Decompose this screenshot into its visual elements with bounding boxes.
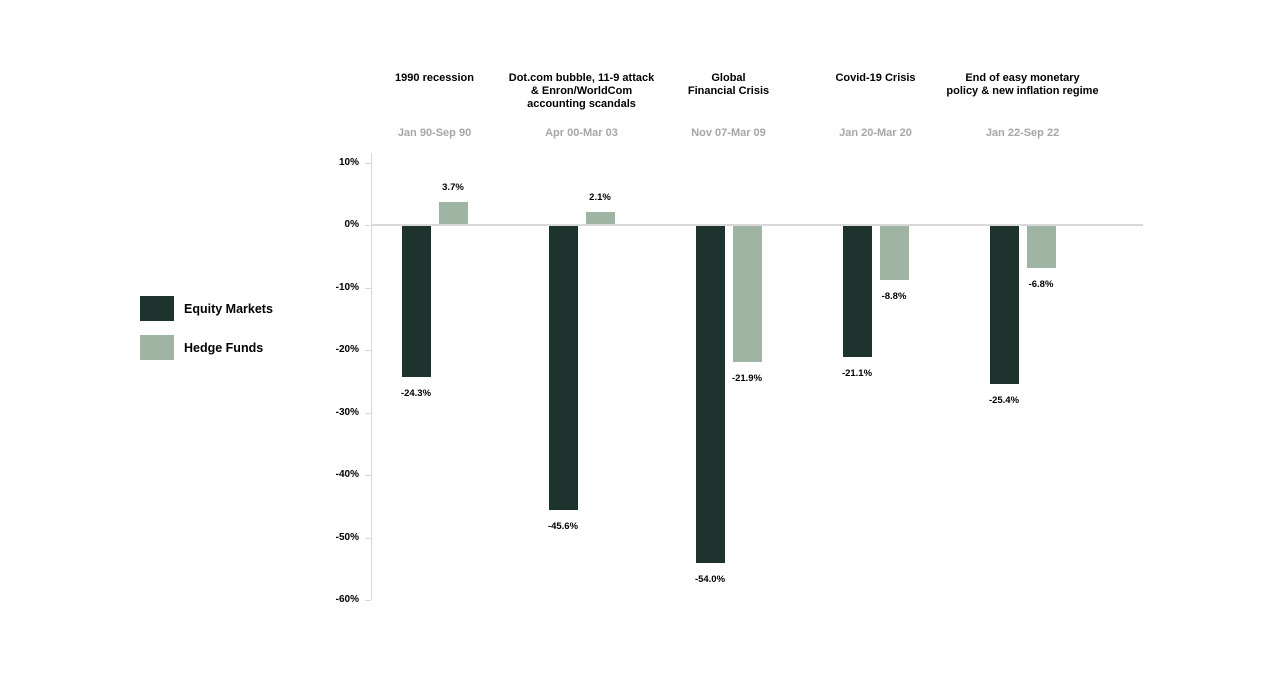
category-title-line: Global: [711, 72, 746, 84]
category-title-line: 1990 recession: [395, 72, 474, 84]
chart-legend: Equity Markets Hedge Funds: [140, 296, 273, 360]
bar-equity-markets: [989, 225, 1019, 384]
y-axis-tick-label: 0%: [344, 219, 359, 230]
legend-item-equity-markets: Equity Markets: [140, 296, 273, 321]
legend-label-hedge-funds: Hedge Funds: [184, 340, 264, 355]
bar-value-label: 2.1%: [589, 191, 611, 203]
category-period: Nov 07-Mar 09: [691, 127, 766, 139]
category-title-line: End of easy monetary: [965, 72, 1080, 84]
bar-value-label: -54.0%: [694, 573, 726, 585]
hedge-funds-swatch: [140, 335, 174, 360]
bar-equity-markets: [695, 225, 725, 563]
legend-item-hedge-funds: Hedge Funds: [140, 335, 273, 360]
zero-baseline: [371, 224, 1143, 226]
category-period: Jan 90-Sep 90: [397, 127, 472, 139]
bar-hedge-funds: [1026, 225, 1056, 268]
y-axis-line: [371, 153, 372, 600]
y-axis-tick: [365, 600, 371, 601]
category-title-line: Financial Crisis: [687, 85, 770, 97]
category-period: Apr 00-Mar 03: [545, 127, 618, 139]
legend-label-equity-markets: Equity Markets: [184, 301, 273, 316]
y-axis-tick-label: -60%: [335, 594, 359, 605]
category-title: Global Financial Crisis: [637, 72, 821, 98]
y-axis-tick-label: -50%: [335, 531, 359, 543]
bar-equity-markets: [548, 225, 578, 510]
category-title: Dot.com bubble, 11-9 attack & Enron/World…: [490, 72, 674, 111]
bar-value-label: 3.7%: [442, 181, 464, 193]
category-title: 1990 recession: [343, 72, 527, 85]
category-title: End of easy monetary policy & new inflati…: [931, 72, 1115, 98]
category-title-line: & Enron/WorldCom: [530, 85, 633, 97]
y-axis-tick: [365, 225, 371, 226]
y-axis-tick: [365, 412, 371, 414]
y-axis-tick: [365, 162, 371, 164]
bar-value-label: -6.8%: [1028, 278, 1054, 290]
bar-equity-markets: [401, 225, 431, 377]
bar-value-label: -25.4%: [988, 394, 1020, 406]
category-period: Jan 20-Mar 20: [839, 127, 912, 139]
bar-value-label: -21.9%: [731, 372, 763, 384]
bar-hedge-funds: [732, 225, 762, 362]
bar-hedge-funds: [879, 225, 909, 280]
y-axis-tick: [365, 350, 371, 351]
bar-value-label: -45.6%: [547, 521, 579, 532]
equity-markets-swatch: [140, 296, 174, 321]
bar-equity-markets: [842, 225, 872, 357]
y-axis-tick-label: -30%: [335, 406, 359, 418]
category-title-line: accounting scandals: [527, 98, 636, 110]
y-axis-tick-label: -40%: [335, 469, 359, 480]
category-title-line: policy & new inflation regime: [946, 85, 1099, 97]
y-axis-tick-label: 10%: [338, 156, 359, 168]
category-title-line: Covid-19 Crisis: [835, 72, 916, 84]
bar-value-label: -21.1%: [841, 367, 873, 379]
bar-hedge-funds: [438, 201, 468, 225]
y-axis-tick: [365, 287, 371, 289]
y-axis-tick-label: -10%: [335, 281, 359, 293]
y-axis-tick: [365, 537, 371, 539]
bar-value-label: -24.3%: [400, 387, 432, 399]
category-period: Jan 22-Sep 22: [985, 127, 1060, 139]
category-title: Covid-19 Crisis: [784, 72, 968, 85]
y-axis-tick-label: -20%: [335, 344, 359, 355]
bar-value-label: -8.8%: [881, 291, 907, 302]
bar-hedge-funds: [585, 211, 615, 225]
category-title-line: Dot.com bubble, 11-9 attack: [508, 72, 655, 84]
y-axis-tick: [365, 475, 371, 476]
